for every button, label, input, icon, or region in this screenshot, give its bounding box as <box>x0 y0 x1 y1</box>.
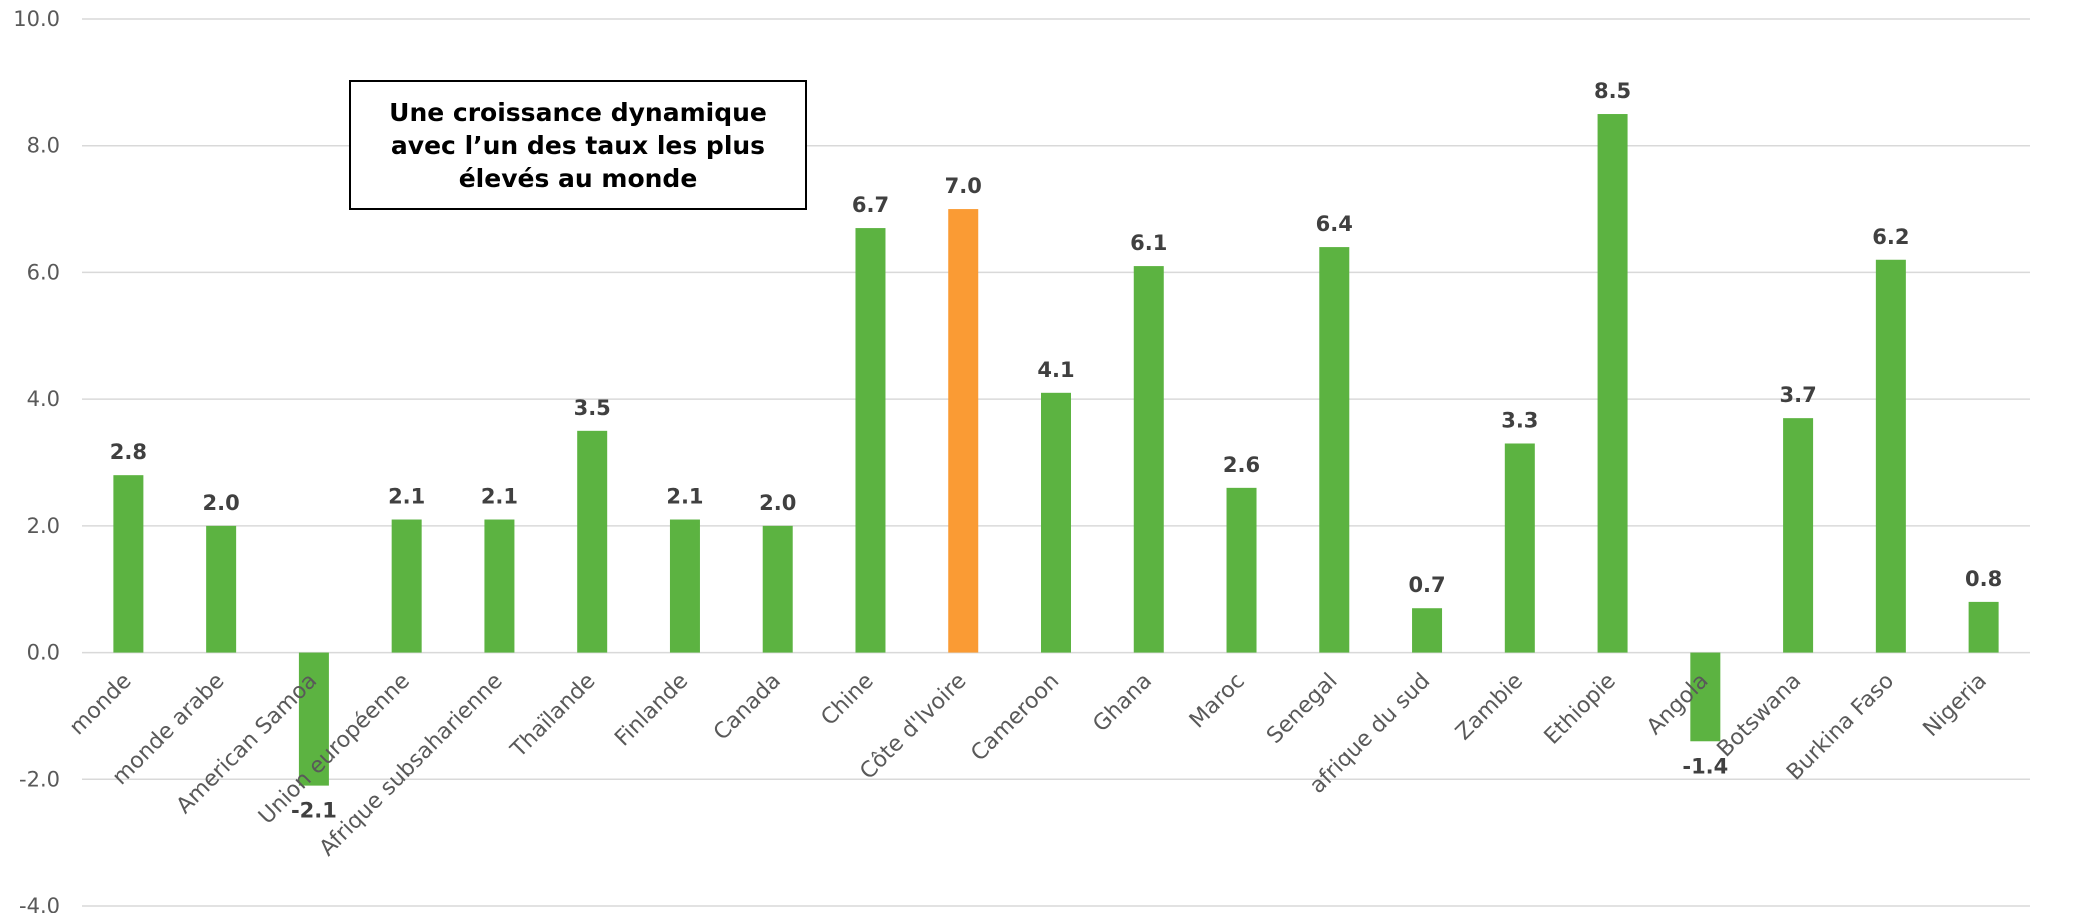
bar <box>1133 266 1164 653</box>
data-label: 7.0 <box>945 174 982 198</box>
y-tick-label: 4.0 <box>27 387 60 411</box>
bar <box>484 519 515 653</box>
data-label: 0.7 <box>1408 573 1445 597</box>
data-label: 2.0 <box>203 491 240 515</box>
x-tick-label: Maroc <box>1185 669 1250 734</box>
x-tick-label: Nigeria <box>1919 669 1992 742</box>
bar <box>1412 608 1443 653</box>
data-label: 2.1 <box>481 485 518 509</box>
data-label: 2.0 <box>759 491 796 515</box>
y-tick-label: 2.0 <box>27 514 60 538</box>
data-label: 0.8 <box>1965 567 2002 591</box>
y-tick-label: 6.0 <box>27 260 60 284</box>
data-label: -1.4 <box>1682 754 1728 778</box>
y-tick-label: 8.0 <box>27 134 60 158</box>
data-label: 3.7 <box>1779 383 1816 407</box>
data-label: 6.2 <box>1872 225 1909 249</box>
x-tick-label: Zambie <box>1451 669 1528 746</box>
bar <box>855 228 886 653</box>
bar <box>206 525 237 653</box>
annotation-box: Une croissance dynamique avec l’un des t… <box>349 80 807 210</box>
bar <box>1875 259 1906 653</box>
data-label: 4.1 <box>1037 358 1074 382</box>
x-tick-label: Ghana <box>1088 669 1157 738</box>
bar <box>577 430 608 653</box>
x-tick-label: Ethiopie <box>1540 669 1621 750</box>
x-tick-label: monde <box>65 669 137 741</box>
annotation-text: Une croissance dynamique avec l’un des t… <box>389 97 767 193</box>
x-tick-label: Finlande <box>610 669 693 752</box>
data-label: 3.3 <box>1501 408 1538 432</box>
data-label: 6.4 <box>1316 212 1353 236</box>
data-label: 2.1 <box>388 485 425 509</box>
bar <box>1968 601 1999 653</box>
bar <box>948 209 979 653</box>
bar <box>762 525 793 653</box>
x-tick-label: Thaïlande <box>506 669 601 764</box>
y-axis-ticks: -4.0 -2.0 0.0 2.0 4.0 6.0 8.0 10.0 <box>13 7 60 917</box>
x-tick-label: Cameroon <box>966 669 1064 767</box>
y-tick-label: -2.0 <box>19 767 60 791</box>
data-label: 8.5 <box>1594 79 1631 103</box>
data-label: 2.1 <box>666 485 703 509</box>
bar <box>669 519 700 653</box>
bar <box>1319 247 1350 653</box>
bar <box>1504 443 1535 653</box>
x-tick-label: Canada <box>709 669 786 746</box>
bar <box>391 519 422 653</box>
y-tick-label: 0.0 <box>27 641 60 665</box>
data-label: -2.1 <box>291 799 337 823</box>
y-tick-label: -4.0 <box>19 894 60 913</box>
bar <box>1226 487 1257 653</box>
bar <box>1041 392 1071 653</box>
bar <box>1597 114 1628 653</box>
x-tick-label: Afrique subsaharienne <box>315 669 508 862</box>
bar <box>298 652 329 786</box>
data-label: 2.8 <box>110 440 147 464</box>
data-label: 3.5 <box>574 396 611 420</box>
data-label: 2.6 <box>1223 453 1260 477</box>
bar <box>1690 652 1721 742</box>
data-label: 6.7 <box>852 193 889 217</box>
data-label: 6.1 <box>1130 231 1167 255</box>
x-tick-label: Senegal <box>1262 669 1342 749</box>
bars <box>113 114 1999 786</box>
x-tick-label: Botswana <box>1713 669 1807 763</box>
data-labels: 2.8 2.0 -2.1 2.1 2.1 3.5 2.1 2.0 6.7 7.0 4.1 6.1 2.6… <box>110 79 2002 823</box>
y-tick-label: 10.0 <box>13 7 60 31</box>
bar <box>113 475 144 653</box>
x-tick-label: Chine <box>817 669 879 731</box>
bar <box>1783 418 1814 653</box>
